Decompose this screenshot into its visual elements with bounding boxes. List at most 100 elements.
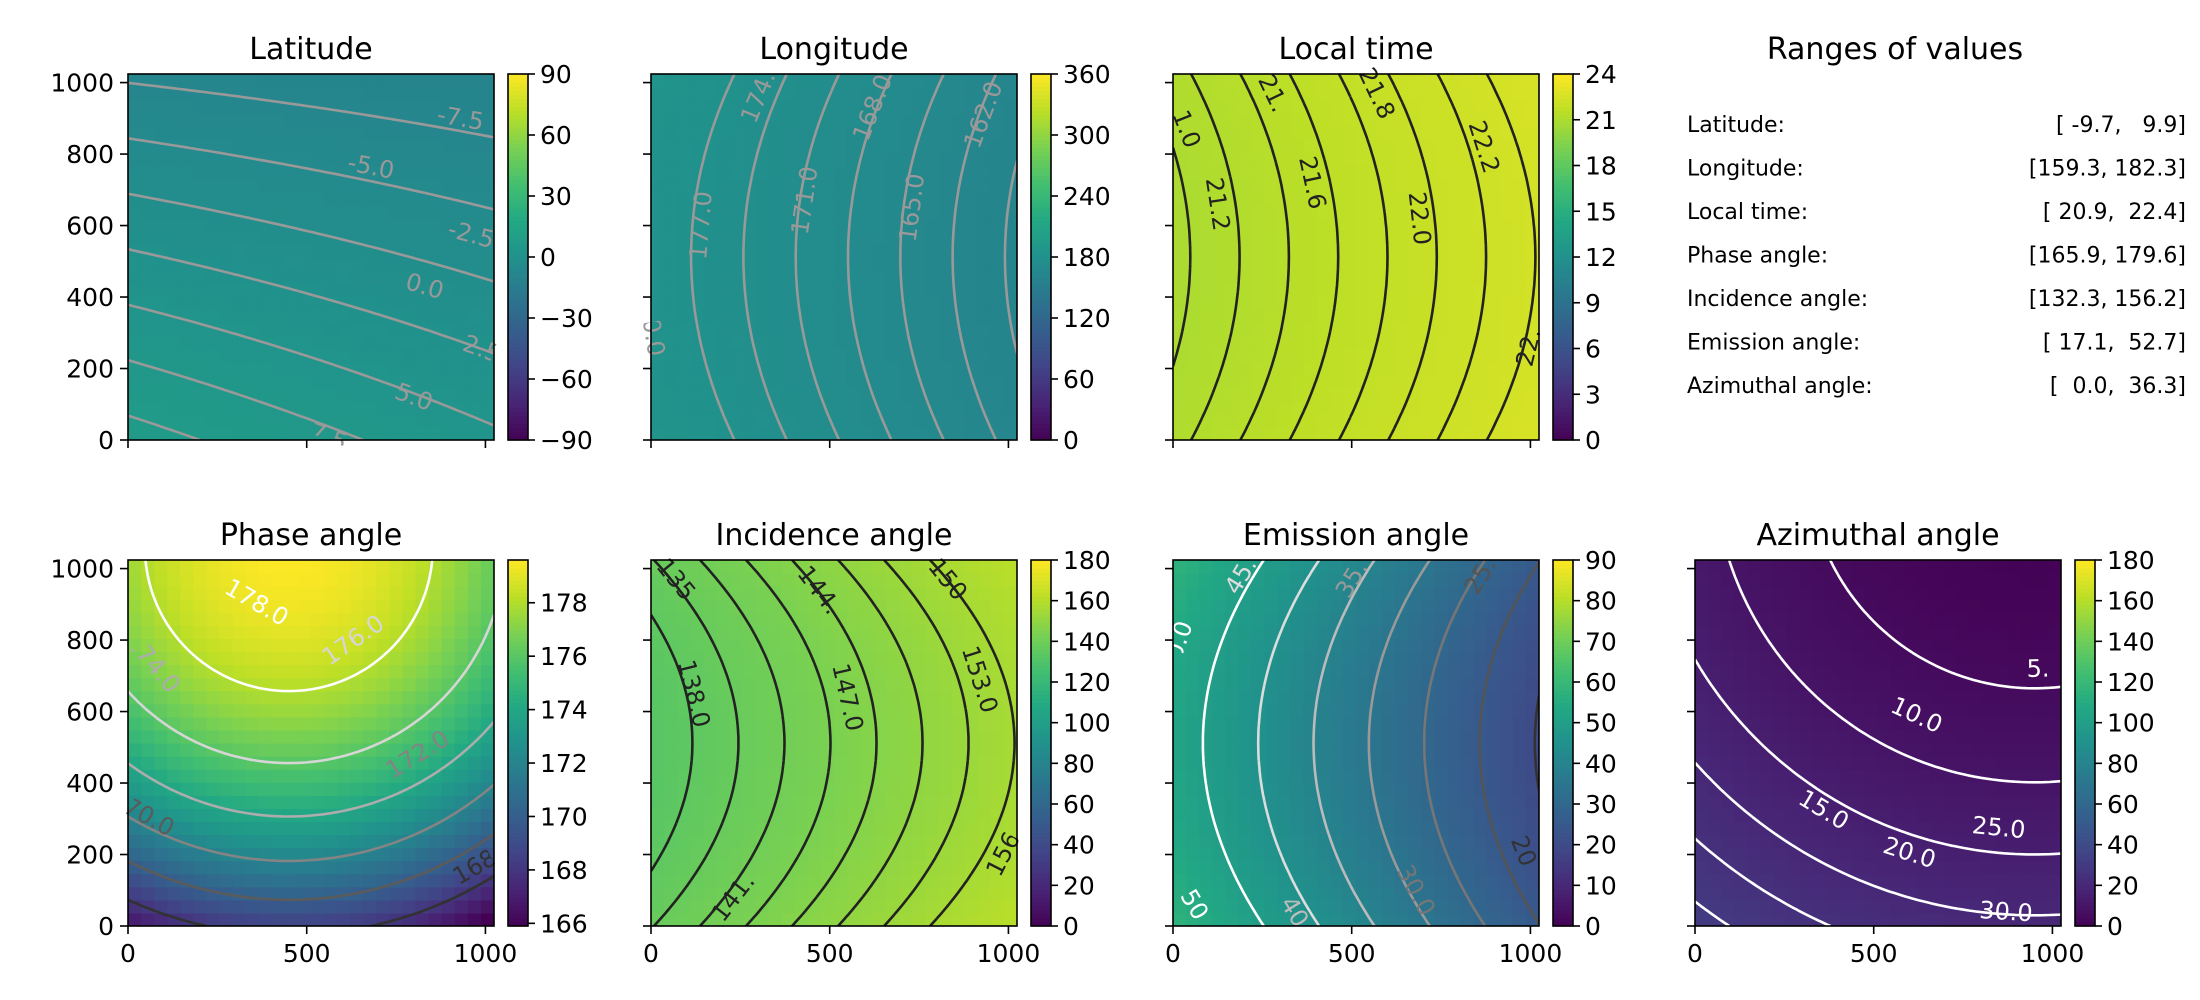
heatmap-cell [664,756,678,770]
heatmap-cell [755,873,770,888]
heatmap-cell [193,87,208,101]
heatmap-cell [141,335,155,350]
colorbar-band [1553,106,1573,112]
heatmap-cell [363,834,377,849]
heatmap-cell [1173,426,1187,440]
heatmap-cell [297,847,312,862]
heatmap-cell [415,782,430,796]
heatmap-cell [964,191,979,206]
heatmap-cell [834,834,848,849]
colorbar-band [508,682,528,687]
heatmap-cell [402,152,417,167]
colorbar-band [1031,767,1051,773]
heatmap-cell [781,690,796,705]
heatmap-cell [1238,309,1253,323]
heatmap-cell [454,586,469,600]
colorbar-band [1031,118,1051,124]
heatmap-cell [1316,387,1331,402]
heatmap-cell [258,243,273,258]
heatmap-cell [925,335,940,350]
colorbar-band [1031,228,1051,234]
heatmap-cell [964,230,979,245]
heatmap-cell [363,612,377,626]
heatmap-cell [441,769,456,783]
heatmap-cell [938,808,953,823]
heatmap-cell [1447,257,1462,271]
heatmap-cell [245,703,260,718]
heatmap-cell [128,743,142,757]
heatmap-cell [677,322,691,337]
heatmap-cell [677,860,691,875]
heatmap-cell [193,573,208,587]
heatmap-cell [755,560,770,574]
heatmap-cell [219,165,234,180]
heatmap-cell [376,139,391,154]
heatmap-cell [729,638,744,653]
heatmap-cell [664,677,678,692]
heatmap-cell [807,677,822,692]
heatmap-cell [1329,113,1344,127]
heatmap-cell [703,690,717,705]
heatmap-cell [324,560,338,574]
colorbar-band [1031,608,1051,614]
heatmap-cell [154,795,168,809]
heatmap-cell [415,625,430,640]
heatmap-cell [742,74,757,88]
heatmap-cell [1212,257,1226,271]
heatmap-cell [480,560,494,574]
heatmap-cell [402,165,417,180]
heatmap-cell [363,191,377,206]
heatmap-cell [860,560,874,574]
heatmap-cell [154,426,168,440]
heatmap-cell [690,230,704,245]
heatmap-cell [847,230,861,245]
heatmap-cell [990,387,1005,402]
heatmap-cell [1369,270,1383,284]
heatmap-cell [454,756,469,770]
contour-line [745,560,832,926]
heatmap-cell [1382,795,1396,809]
colorbar-band [508,913,528,919]
heatmap-cell [899,677,914,692]
colorbar-band [1553,244,1573,250]
heatmap-cell [1408,217,1422,232]
colorbar-band [1553,419,1573,425]
heatmap-cell [938,743,953,757]
heatmap-cell [664,335,678,350]
heatmap-cell [1277,139,1292,154]
heatmap-cell [363,413,377,428]
heatmap-cell [847,270,861,284]
heatmap-cell [428,586,443,600]
heatmap-cell [402,361,417,376]
heatmap-cell [834,87,848,101]
heatmap-cell [480,664,494,679]
heatmap-cell [716,257,731,271]
heatmap-cell [820,743,835,757]
heatmap-cell [873,834,887,849]
heatmap-cell [1421,847,1436,862]
heatmap-cell [1003,860,1017,875]
heatmap-cell [376,257,391,271]
heatmap-cell [167,743,181,757]
heatmap-cell [899,74,914,88]
heatmap-cell [651,400,665,415]
colorbar-tick-label: 100 [1063,709,1111,738]
heatmap-cell [258,126,273,140]
heatmap-cell [1251,860,1266,875]
heatmap-cell [415,243,430,258]
heatmap-cell [297,834,312,849]
heatmap-cell [1434,322,1449,337]
heatmap-cell [807,100,822,114]
heatmap-cell [755,860,770,875]
colorbar-tick-label: 12 [1585,243,1617,272]
colorbar-band [1031,629,1051,634]
colorbar-band [508,395,528,400]
heatmap-cell [781,573,796,587]
heatmap-cell [271,860,286,875]
heatmap-cell [284,126,299,140]
heatmap-cell [1238,178,1253,193]
heatmap-cell [716,270,731,284]
heatmap-cell [664,873,678,888]
colorbar-band [508,588,528,594]
heatmap-cell [664,178,678,193]
